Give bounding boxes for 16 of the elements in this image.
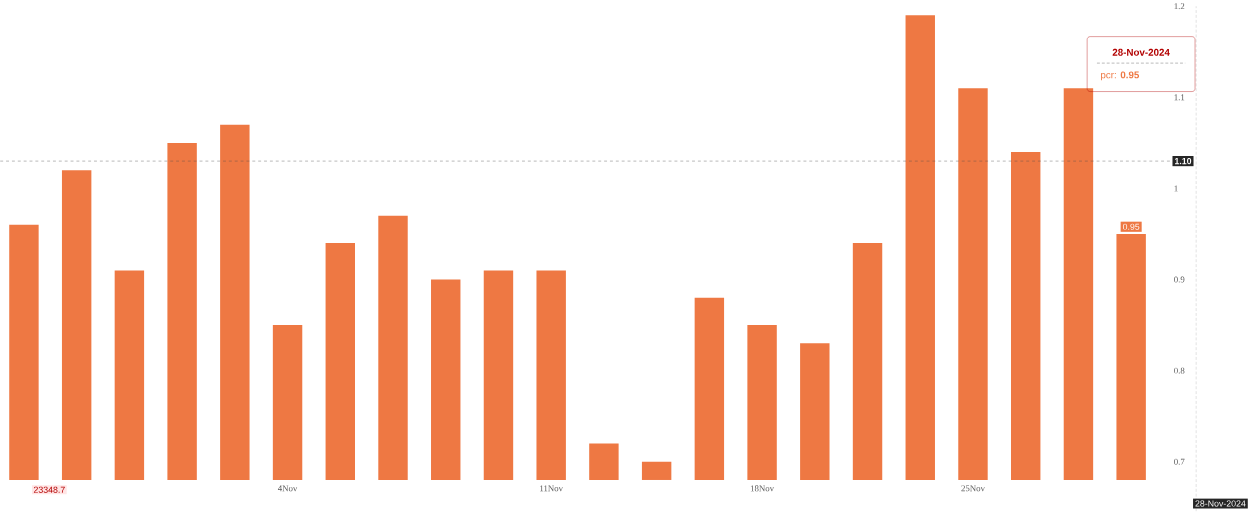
text: 28-Nov-2024	[1195, 500, 1246, 507]
x-tick-label: 11Nov	[540, 485, 563, 492]
annotation: pcr: 0.95	[1101, 71, 1140, 81]
text: 1.10	[1174, 158, 1192, 165]
annotation: 28-Nov-2024	[1112, 49, 1170, 56]
x-tick-label: 25Nov	[961, 485, 985, 492]
x-tick-label: 4Nov	[277, 485, 298, 492]
y-tick-label: 1	[1174, 185, 1178, 192]
x-tick-label: 18Nov	[750, 485, 775, 492]
y-tick-label: 1.2	[1174, 3, 1185, 10]
y-tick-label: 0.7	[1174, 458, 1185, 465]
y-tick-label: 1.1	[1174, 94, 1185, 101]
text: 23348.7	[33, 486, 65, 494]
y-tick-label: 0.8	[1174, 367, 1185, 374]
data-label: 0.95	[1122, 223, 1140, 231]
y-tick-label: 0.9	[1174, 276, 1185, 283]
